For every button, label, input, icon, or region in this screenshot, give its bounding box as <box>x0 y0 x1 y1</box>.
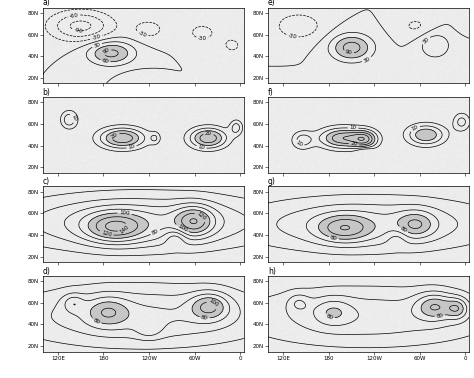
Text: 30: 30 <box>363 56 371 64</box>
Text: 10: 10 <box>198 144 205 150</box>
Text: 80: 80 <box>330 235 337 241</box>
Text: 80: 80 <box>201 315 209 321</box>
Text: 10: 10 <box>128 144 136 150</box>
Text: 100: 100 <box>119 211 130 216</box>
Text: a): a) <box>43 0 50 8</box>
Text: 90: 90 <box>102 47 110 55</box>
Text: 80: 80 <box>436 313 444 319</box>
Text: 120: 120 <box>100 230 112 238</box>
Text: g): g) <box>268 177 276 186</box>
Text: e): e) <box>268 0 276 8</box>
Text: 10: 10 <box>295 140 304 148</box>
Text: -90: -90 <box>73 27 83 34</box>
Text: 120: 120 <box>196 211 207 221</box>
Text: -30: -30 <box>137 30 147 38</box>
Text: 90: 90 <box>345 50 353 56</box>
Text: 10: 10 <box>70 113 77 122</box>
Text: f): f) <box>268 88 274 97</box>
Text: 60: 60 <box>101 58 109 64</box>
Text: c): c) <box>43 177 50 186</box>
Text: 30: 30 <box>93 42 101 49</box>
Text: b): b) <box>43 88 51 97</box>
Text: 20: 20 <box>110 131 119 139</box>
Text: 10: 10 <box>349 125 356 130</box>
Text: -30: -30 <box>287 33 297 40</box>
Text: -30: -30 <box>198 36 207 41</box>
Text: 20: 20 <box>350 141 358 147</box>
Text: -30: -30 <box>91 34 101 41</box>
Text: 80: 80 <box>151 229 160 236</box>
Text: 80: 80 <box>92 317 101 325</box>
Text: 80: 80 <box>399 225 408 233</box>
Text: 10: 10 <box>410 124 419 132</box>
Text: h): h) <box>268 267 276 276</box>
Text: -60: -60 <box>69 12 79 19</box>
Text: 100: 100 <box>208 298 219 308</box>
Text: d): d) <box>43 267 51 276</box>
Text: 20: 20 <box>205 131 212 136</box>
Text: 80: 80 <box>326 313 334 321</box>
Text: 30: 30 <box>421 36 430 44</box>
Text: 140: 140 <box>119 224 130 234</box>
Text: 100: 100 <box>176 224 188 233</box>
